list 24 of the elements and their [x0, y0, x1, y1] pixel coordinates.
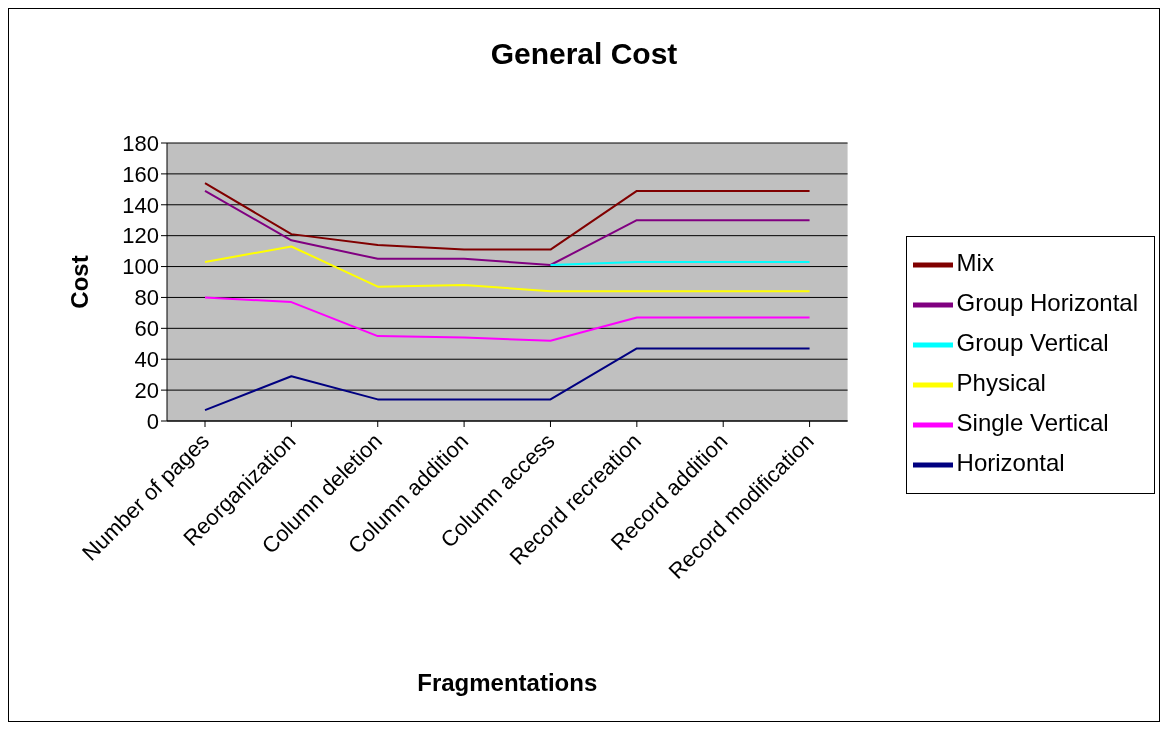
line-series [204, 189, 811, 267]
legend-label: Physical [956, 369, 1046, 397]
legend-label: Single Vertical [956, 409, 1109, 437]
x-axis-title: Fragmentations [417, 669, 598, 696]
y-tick-label: 60 [134, 316, 159, 342]
y-tick-label: 120 [122, 223, 159, 249]
y-tick-label: 40 [134, 347, 159, 373]
line-series [204, 182, 811, 251]
chart-title: General Cost [489, 37, 679, 71]
y-tick-label: 0 [146, 408, 159, 434]
legend-label: Group Horizontal [956, 289, 1138, 317]
y-tick-label: 140 [122, 192, 159, 218]
y-tick-label: 80 [134, 285, 159, 311]
legend-label: Horizontal [956, 449, 1065, 477]
y-axis-title: Cost [65, 255, 93, 309]
y-tick-label: 20 [134, 377, 159, 403]
legend-label: Mix [956, 249, 994, 277]
line-series [204, 347, 811, 412]
legend-label: Group Vertical [956, 329, 1109, 357]
line-series [204, 296, 811, 342]
y-tick-label: 100 [122, 254, 159, 280]
line-series [204, 245, 811, 293]
y-tick-label: 160 [122, 161, 159, 187]
y-tick-label: 180 [122, 130, 159, 156]
